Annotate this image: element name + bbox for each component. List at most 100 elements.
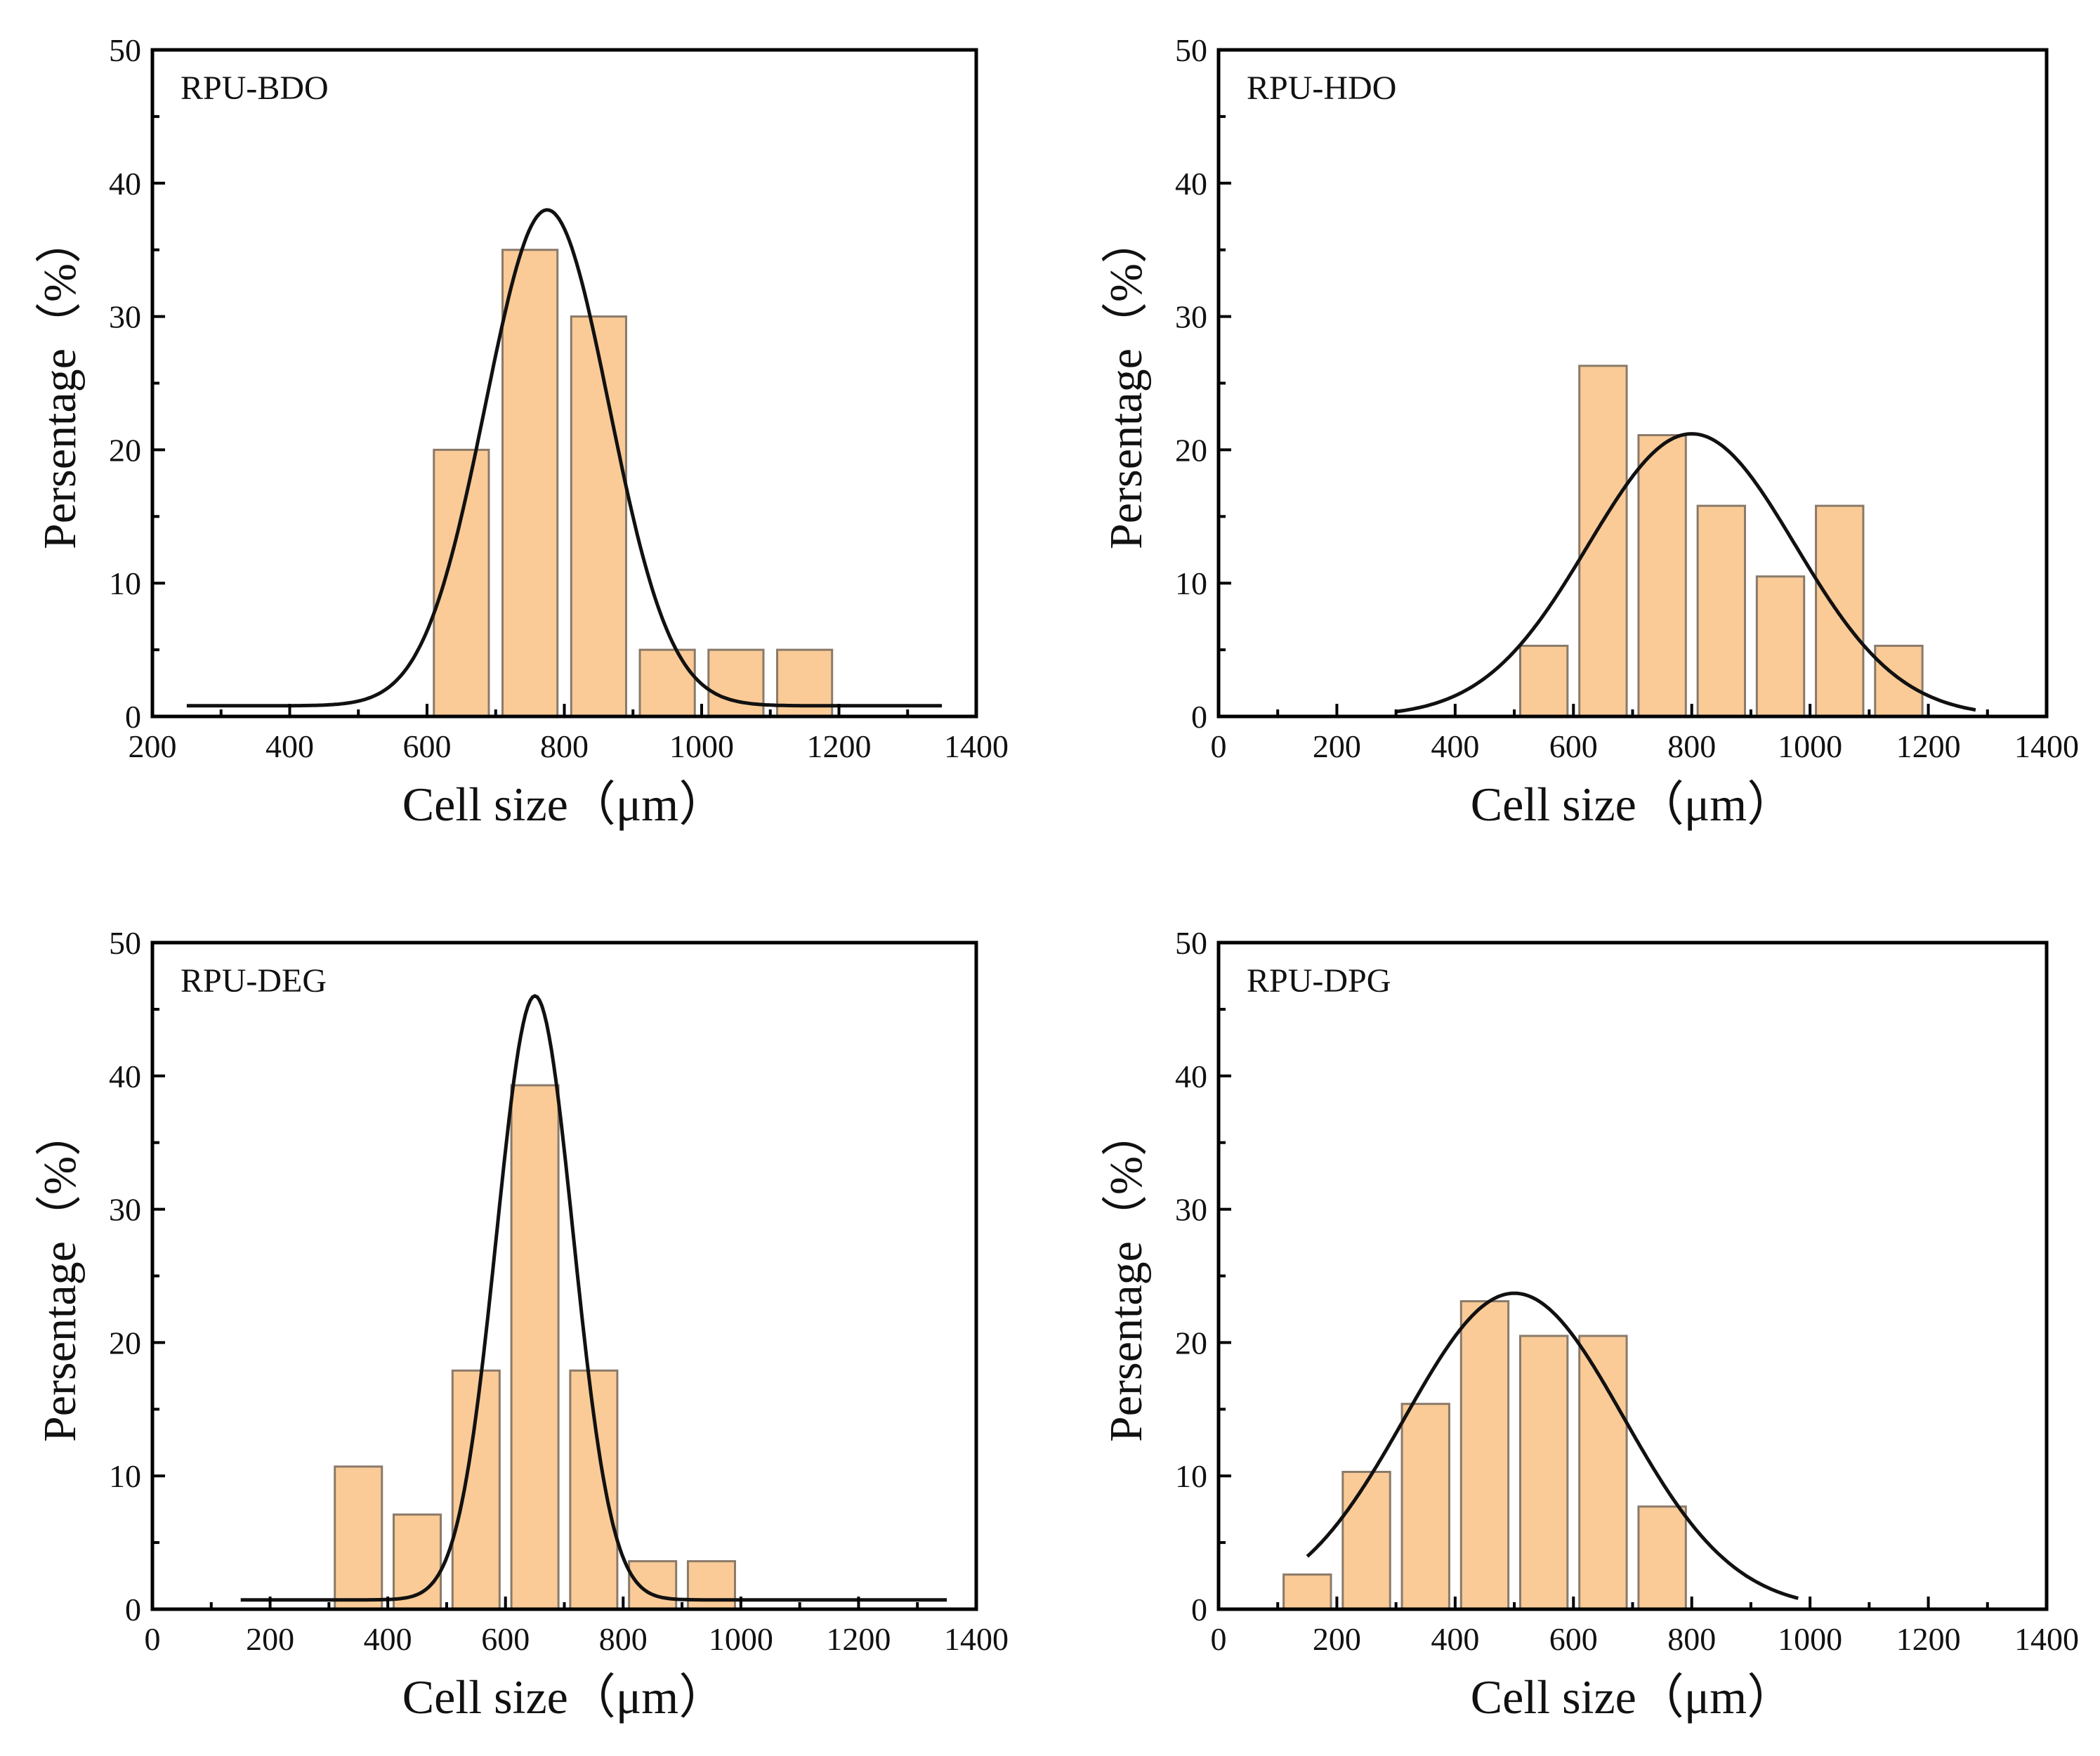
gaussian-fit-line bbox=[186, 208, 943, 708]
y-tick-label: 10 bbox=[1175, 565, 1207, 601]
chart-panel-rpu-hdo: 0 200 400 600 800 1000 1200 1400 0 10 20 30 40 50 Cell… bbox=[1101, 32, 2079, 831]
x-tick-label: 200 bbox=[1313, 1621, 1361, 1657]
y-tick-label: 10 bbox=[109, 565, 141, 601]
bar bbox=[334, 1465, 383, 1611]
bar bbox=[1282, 1573, 1332, 1611]
x-axis-label: Cell size（μm） bbox=[1471, 778, 1794, 831]
x-tick-label: 800 bbox=[540, 728, 589, 764]
panel-title: RPU-BDO bbox=[181, 70, 329, 107]
x-tick-label: 0 bbox=[145, 1621, 161, 1657]
y-tick-label: 20 bbox=[1175, 1325, 1207, 1361]
x-tick-label: 400 bbox=[1431, 1621, 1479, 1657]
x-axis-label: Cell size（μm） bbox=[402, 778, 726, 831]
y-tick-label: 40 bbox=[109, 1059, 141, 1094]
plot-frame bbox=[1216, 48, 2049, 719]
chart-panel-rpu-dpg: 0 200 400 600 800 1000 1200 1400 0 10 20 30 40 50 Cell… bbox=[1101, 925, 2079, 1724]
x-axis-label: Cell size（μm） bbox=[1471, 1670, 1794, 1724]
bar bbox=[1578, 365, 1628, 718]
bar bbox=[1518, 644, 1569, 718]
gaussian-fit-line bbox=[1396, 432, 1976, 714]
x-tick-label: 1000 bbox=[1778, 1621, 1842, 1657]
y-tick-label: 40 bbox=[109, 166, 141, 202]
y-tick-label: 50 bbox=[1175, 32, 1207, 68]
x-tick-label: 1200 bbox=[1896, 1621, 1961, 1657]
y-tick-label: 30 bbox=[1175, 299, 1207, 335]
x-tick-label: 1000 bbox=[709, 1621, 773, 1657]
x-tick-label: 1000 bbox=[1778, 728, 1842, 764]
y-axis-label: Persentage（%） bbox=[1101, 217, 1152, 549]
bar bbox=[1874, 644, 1924, 718]
x-tick-label: 400 bbox=[1431, 728, 1479, 764]
x-tick-label: 1400 bbox=[2014, 728, 2079, 764]
bar bbox=[570, 315, 627, 718]
x-tick-label: 1000 bbox=[669, 728, 734, 764]
y-tick-label: 0 bbox=[125, 699, 141, 735]
plot-frame bbox=[150, 48, 978, 719]
y-tick-label: 20 bbox=[109, 1325, 141, 1361]
chart-panel-rpu-bdo: 200 400 600 800 1000 1200 1400 0 10 20 30 40 50 Cell … bbox=[34, 32, 1009, 831]
x-tick-label: 400 bbox=[265, 728, 314, 764]
x-axis-label: Cell size（μm） bbox=[402, 1670, 726, 1724]
y-tick-label: 20 bbox=[1175, 432, 1207, 468]
y-axis-label: Persentage（%） bbox=[34, 1110, 86, 1442]
bar bbox=[1696, 504, 1747, 718]
x-tick-label: 1200 bbox=[1896, 728, 1961, 764]
x-tick-label: 200 bbox=[129, 728, 177, 764]
x-tick-label: 800 bbox=[1667, 728, 1716, 764]
x-tick-label: 600 bbox=[403, 728, 452, 764]
x-tick-label: 0 bbox=[1211, 1621, 1227, 1657]
x-tick-label: 600 bbox=[481, 1621, 530, 1657]
bar bbox=[1637, 1505, 1687, 1611]
y-tick-label: 10 bbox=[1175, 1458, 1207, 1494]
y-tick-label: 40 bbox=[1175, 166, 1207, 202]
x-tick-label: 1400 bbox=[944, 1621, 1009, 1657]
y-tick-label: 10 bbox=[109, 1458, 141, 1494]
x-tick-label: 1400 bbox=[944, 728, 1009, 764]
y-tick-label: 0 bbox=[125, 1592, 141, 1627]
bar bbox=[628, 1560, 678, 1611]
bar bbox=[1341, 1471, 1391, 1611]
x-tick-label: 800 bbox=[1667, 1621, 1716, 1657]
panel-title: RPU-DPG bbox=[1247, 962, 1391, 1000]
y-tick-label: 0 bbox=[1191, 1592, 1207, 1627]
bar bbox=[686, 1560, 736, 1611]
y-tick-label: 30 bbox=[109, 299, 141, 335]
bar bbox=[1518, 1335, 1569, 1611]
x-tick-label: 400 bbox=[364, 1621, 412, 1657]
y-tick-label: 0 bbox=[1191, 699, 1207, 735]
plot-frame bbox=[150, 941, 978, 1611]
x-tick-label: 200 bbox=[246, 1621, 294, 1657]
y-tick-label: 50 bbox=[109, 925, 141, 961]
bar bbox=[707, 648, 765, 718]
x-tick-label: 800 bbox=[599, 1621, 648, 1657]
x-tick-label: 200 bbox=[1313, 728, 1361, 764]
y-tick-label: 50 bbox=[1175, 925, 1207, 961]
bar bbox=[1815, 504, 1865, 718]
panel-title: RPU-HDO bbox=[1247, 70, 1396, 107]
x-tick-label: 1200 bbox=[826, 1621, 891, 1657]
gaussian-fit-line bbox=[240, 994, 947, 1602]
bar bbox=[1459, 1300, 1510, 1611]
x-tick-label: 600 bbox=[1549, 728, 1598, 764]
bar bbox=[1578, 1335, 1628, 1611]
x-tick-label: 0 bbox=[1211, 728, 1227, 764]
y-tick-label: 30 bbox=[109, 1192, 141, 1228]
bar bbox=[638, 648, 696, 718]
y-axis-label: Persentage（%） bbox=[34, 217, 86, 549]
chart-panel-rpu-deg: 0 200 400 600 800 1000 1200 1400 0 10 20 30 40 50 Cell… bbox=[34, 925, 1009, 1724]
y-tick-label: 50 bbox=[109, 32, 141, 68]
y-tick-label: 30 bbox=[1175, 1192, 1207, 1228]
x-tick-label: 1200 bbox=[807, 728, 872, 764]
bar bbox=[1755, 575, 1806, 718]
panel-title: RPU-DEG bbox=[181, 962, 327, 1000]
y-axis-label: Persentage（%） bbox=[1101, 1110, 1152, 1442]
bar bbox=[1637, 434, 1687, 718]
bar bbox=[1400, 1403, 1450, 1611]
bar bbox=[510, 1084, 560, 1611]
bar bbox=[501, 249, 559, 718]
gaussian-fit-line bbox=[1306, 1291, 1799, 1600]
y-tick-label: 40 bbox=[1175, 1059, 1207, 1094]
x-tick-label: 1400 bbox=[2014, 1621, 2079, 1657]
x-tick-label: 600 bbox=[1549, 1621, 1598, 1657]
